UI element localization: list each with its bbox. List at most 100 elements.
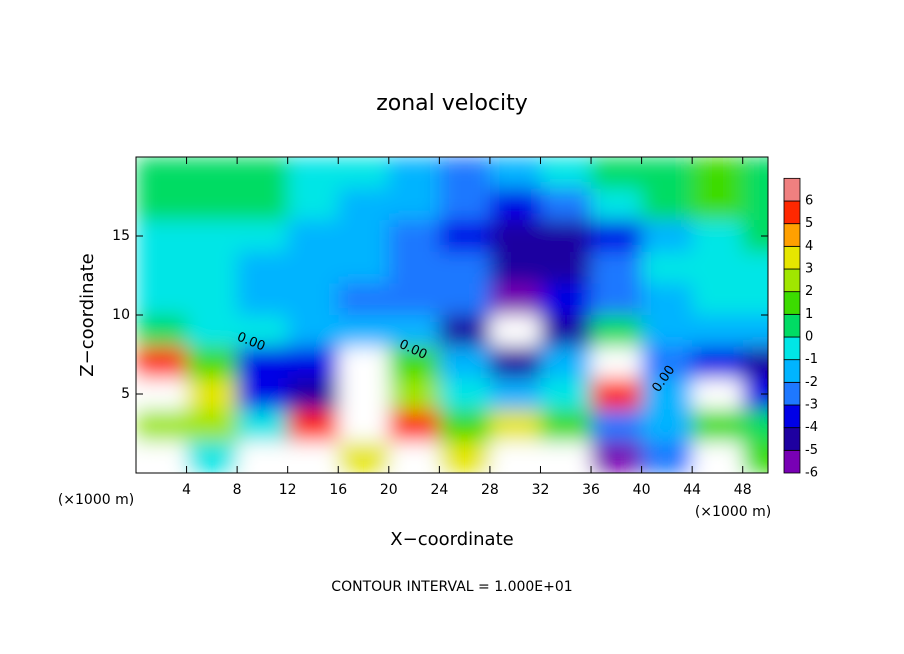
field-cell — [489, 378, 541, 411]
colorbar-label: -5 — [805, 443, 818, 458]
field-cell — [439, 409, 491, 442]
colorbar-swatch — [783, 313, 801, 338]
field — [136, 157, 768, 473]
field-cell — [136, 346, 188, 379]
field-cell — [742, 315, 768, 348]
field-cell — [692, 157, 744, 190]
field-cell — [237, 251, 289, 284]
field-cell — [186, 283, 238, 316]
overlay: 0.00 0.000.004 8 12 16 20 24 28 32 36 40 44 4851015-… — [112, 156, 818, 498]
colorbar-label: -6 — [805, 466, 818, 481]
field-cell — [742, 283, 768, 316]
field-cell — [186, 346, 238, 379]
colorbar-label: 0 — [805, 330, 813, 345]
y-tick-label: 10 — [112, 307, 130, 323]
colorbar-swatch — [783, 223, 801, 247]
field-cell — [338, 315, 390, 348]
field-cell — [439, 378, 491, 411]
field-cell — [540, 283, 592, 316]
field-cell — [489, 441, 541, 473]
field-cell — [641, 378, 693, 411]
field-cell — [489, 251, 541, 284]
field-cell — [287, 157, 339, 190]
footer: CONTOUR INTERVAL = 1.000E+01 — [331, 579, 572, 595]
field-cell — [287, 220, 339, 253]
field-cell — [489, 157, 541, 190]
field-cell — [641, 251, 693, 284]
colorbar-swatch — [783, 427, 801, 451]
y-axis-label: Z−coordinate — [77, 253, 98, 376]
field-cell — [186, 315, 238, 348]
field-cell — [641, 409, 693, 442]
field-cell — [136, 157, 188, 190]
field-cell — [186, 441, 238, 473]
field-cell — [237, 378, 289, 411]
field-cell — [237, 157, 289, 190]
colorbar-label: 4 — [805, 239, 813, 254]
field-cell — [489, 315, 541, 348]
x-tick-label: 36 — [582, 482, 600, 498]
field-cell — [237, 346, 289, 379]
field-cell — [186, 188, 238, 221]
field-cell — [338, 251, 390, 284]
field-cell — [186, 220, 238, 253]
x-tick-label: 44 — [683, 482, 701, 498]
field-cell — [439, 315, 491, 348]
field-cell — [489, 409, 541, 442]
field-cell — [692, 251, 744, 284]
y-tick-label: 5 — [121, 386, 130, 402]
field-cell — [136, 251, 188, 284]
field-cell — [540, 409, 592, 442]
field-cell — [287, 188, 339, 221]
y-unit: (×1000 m) — [58, 492, 134, 508]
field-cell — [591, 378, 643, 411]
colorbar-swatch — [783, 291, 801, 315]
field-cell — [641, 441, 693, 473]
field-cell — [439, 283, 491, 316]
field-cell — [388, 346, 440, 379]
y-tick-label: 15 — [112, 228, 130, 244]
field-cell — [287, 251, 339, 284]
field-cell — [692, 378, 744, 411]
field-cell — [136, 315, 188, 348]
field-cell — [388, 157, 440, 190]
field-cell — [742, 346, 768, 379]
field-cell — [338, 441, 390, 473]
field-cell — [388, 378, 440, 411]
field-cell — [136, 409, 188, 442]
field-cell — [338, 220, 390, 253]
field-cell — [540, 315, 592, 348]
field-cell — [287, 409, 339, 442]
field-cell — [742, 409, 768, 442]
colorbar-label: -1 — [805, 352, 818, 367]
field-cell — [237, 409, 289, 442]
field-cell — [591, 346, 643, 379]
field-cell — [641, 315, 693, 348]
x-tick-label: 24 — [430, 482, 448, 498]
field-cell — [388, 188, 440, 221]
field-cell — [692, 441, 744, 473]
x-unit: (×1000 m) — [695, 504, 771, 520]
field-cell — [237, 315, 289, 348]
field-cell — [287, 441, 339, 473]
field-cell — [489, 346, 541, 379]
field-cell — [489, 283, 541, 316]
colorbar-swatch — [783, 200, 801, 225]
field-cell — [287, 346, 339, 379]
colorbar-swatch — [783, 177, 801, 202]
colorbar-label: -4 — [805, 420, 818, 435]
field-cell — [641, 157, 693, 190]
field-cell — [591, 409, 643, 442]
field-cell — [388, 315, 440, 348]
field-cell — [237, 188, 289, 221]
field-cell — [641, 346, 693, 379]
x-tick-label: 16 — [329, 482, 347, 498]
field-cell — [742, 251, 768, 284]
field-cell — [641, 220, 693, 253]
colorbar-swatch — [783, 449, 801, 474]
field-cell — [742, 157, 768, 190]
field-cell — [692, 220, 744, 253]
field-clip — [136, 157, 768, 473]
field-cell — [591, 315, 643, 348]
field-cell — [540, 157, 592, 190]
